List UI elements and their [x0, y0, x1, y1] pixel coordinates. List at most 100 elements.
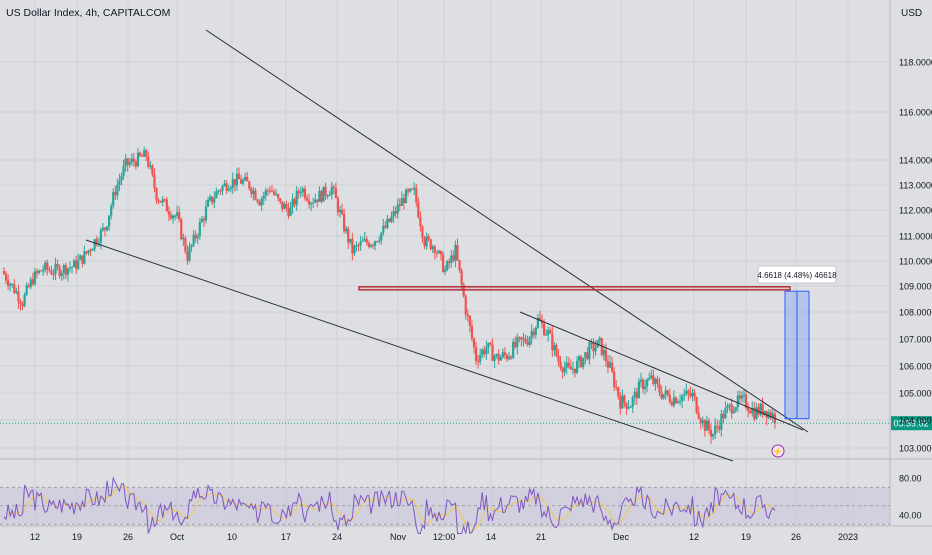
- candle-body: [394, 211, 397, 214]
- candle-body: [703, 420, 706, 431]
- candle-body: [237, 173, 241, 180]
- candle-body: [9, 284, 12, 286]
- candle-body: [516, 337, 519, 347]
- candle-body: [530, 331, 533, 338]
- candle-body: [718, 426, 721, 430]
- candle-body: [726, 405, 729, 409]
- drawing-tools: 03:59:02 4.6618 (4.48%) 46618 ⚡: [0, 29, 932, 462]
- candle-body: [594, 347, 597, 352]
- candle-body: [497, 354, 500, 361]
- chart-title: US Dollar Index, 4h, CAPITALCOM: [6, 7, 170, 19]
- candle-body: [50, 270, 53, 275]
- candle-body: [501, 352, 504, 358]
- candle-body: [489, 342, 492, 345]
- candle-body: [66, 268, 70, 275]
- candle-body: [512, 341, 515, 358]
- candle-body: [192, 234, 195, 245]
- candle-body: [557, 355, 560, 362]
- candle-body: [540, 320, 544, 324]
- candle-body: [159, 200, 162, 203]
- candle-body: [217, 190, 220, 192]
- candle-body: [590, 342, 593, 344]
- candle-body: [19, 301, 22, 304]
- current-price-tag: [891, 416, 932, 431]
- event-marker-icon: [771, 444, 785, 458]
- candle-body: [683, 394, 686, 396]
- candle-body: [124, 158, 127, 167]
- candle-body: [491, 344, 494, 361]
- candle-body: [707, 420, 711, 430]
- candle-body: [621, 395, 624, 409]
- candle-body: [64, 265, 67, 275]
- candle-body: [536, 317, 539, 328]
- candle-body: [48, 269, 51, 271]
- candle-body: [613, 371, 616, 387]
- candle-body: [58, 266, 61, 277]
- candle-body: [503, 352, 507, 356]
- candle-body: [716, 425, 719, 427]
- candle-body: [149, 165, 152, 167]
- candle-body: [56, 264, 59, 267]
- candle-body: [182, 237, 185, 240]
- candle-body: [347, 228, 350, 243]
- x-tick-label: 12: [689, 532, 699, 542]
- candle-body: [487, 342, 490, 348]
- x-tick-label: 19: [72, 532, 82, 542]
- candle-body: [180, 219, 183, 240]
- candle-body: [52, 274, 55, 276]
- candle-body: [130, 158, 133, 163]
- candle-body: [235, 173, 239, 186]
- candle-body: [417, 202, 420, 218]
- candle-body: [423, 238, 426, 247]
- candle-body: [610, 362, 614, 372]
- candle-body: [553, 344, 556, 351]
- candle-body: [518, 337, 521, 339]
- candle-body: [258, 201, 261, 206]
- candle-body: [44, 262, 47, 270]
- countdown-label: 03:59:02: [893, 419, 928, 429]
- candle-body: [13, 283, 16, 293]
- candle-body: [211, 196, 214, 203]
- candle-body: [165, 199, 168, 212]
- candle-body: [105, 226, 109, 231]
- candle-body: [468, 315, 471, 326]
- candle-body: [27, 285, 30, 287]
- candle-body: [188, 247, 191, 261]
- candle-body: [732, 410, 735, 414]
- candle-body: [303, 188, 307, 199]
- trendline-channel-upper: [519, 311, 804, 431]
- candle-body: [33, 271, 37, 285]
- candle-body: [738, 395, 741, 399]
- candle-body: [398, 204, 401, 206]
- y-tick-label: 105.0000: [899, 389, 932, 399]
- candle-body: [720, 413, 723, 430]
- candle-body: [147, 156, 150, 167]
- candle-body: [526, 342, 529, 345]
- candle-body: [460, 270, 463, 285]
- candle-body: [586, 352, 589, 360]
- candle-body: [668, 394, 671, 403]
- candle-body: [320, 190, 323, 202]
- candle-body: [334, 187, 337, 199]
- candle-body: [310, 203, 313, 205]
- candle-body: [584, 352, 587, 358]
- candle-body: [619, 396, 622, 409]
- candle-body: [355, 245, 358, 247]
- x-tick-label: 2023: [838, 532, 858, 542]
- candle-body: [250, 188, 253, 195]
- candle-body: [227, 189, 230, 191]
- candle-body: [101, 227, 105, 230]
- y-tick-label: 112.0000: [899, 206, 932, 216]
- candle-body: [279, 198, 282, 202]
- candle-body: [555, 344, 558, 356]
- candle-body: [551, 333, 554, 351]
- candle-body: [458, 260, 461, 271]
- candle-body: [167, 211, 171, 215]
- rsi-tick-label: 80.00: [899, 474, 922, 484]
- candle-body: [400, 198, 403, 206]
- candle-body: [483, 349, 486, 355]
- candle-body: [274, 194, 278, 196]
- candle-body: [421, 226, 424, 239]
- candle-body: [345, 228, 348, 232]
